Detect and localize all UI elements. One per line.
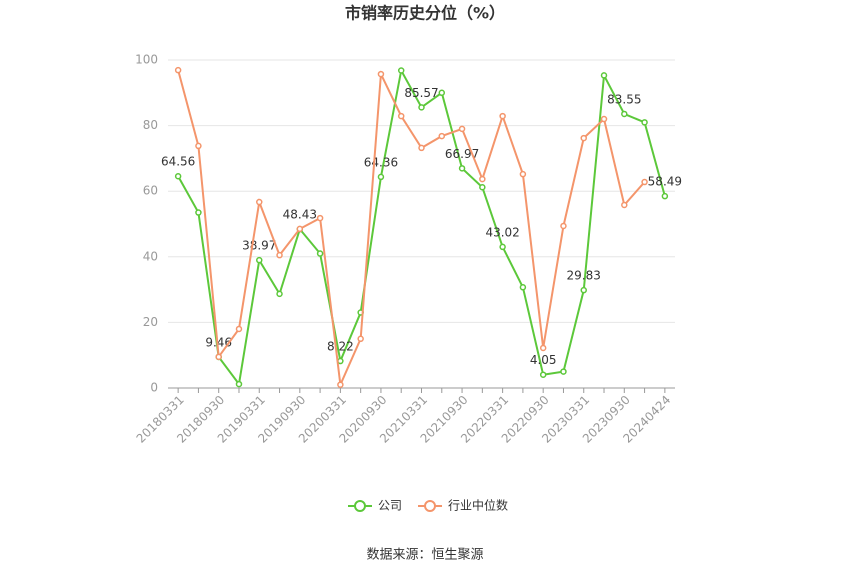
point [256, 198, 263, 206]
point [641, 178, 648, 186]
point [479, 175, 486, 183]
data-label: 83.55 [607, 92, 641, 106]
point [499, 112, 506, 120]
data-label: 64.36 [364, 155, 398, 169]
point [580, 286, 587, 294]
point [195, 209, 202, 216]
point [235, 380, 243, 388]
data-label: 4.05 [530, 353, 557, 367]
data-label: 58.49 [648, 175, 682, 189]
point [458, 125, 466, 133]
point [641, 119, 648, 126]
y-tick-label: 80 [143, 118, 158, 132]
chart-title: 市销率历史分位（%） [345, 4, 505, 23]
data-label: 48.43 [283, 208, 317, 222]
y-tick-label: 40 [143, 249, 158, 263]
point [357, 335, 364, 343]
point [397, 112, 405, 120]
legend-label: 公司 [378, 499, 402, 513]
data-label: 29.83 [567, 269, 601, 283]
data-label: 43.02 [485, 225, 519, 239]
y-tick-label: 0 [150, 381, 158, 395]
point [174, 172, 182, 180]
point [539, 344, 547, 352]
series-line [177, 69, 646, 389]
point [519, 284, 527, 291]
point [600, 115, 608, 123]
point [337, 381, 344, 388]
point [256, 256, 263, 264]
point [397, 67, 405, 74]
point [215, 353, 222, 361]
point [316, 250, 324, 257]
point [560, 368, 567, 375]
point [661, 192, 669, 200]
point [479, 184, 486, 191]
point [174, 66, 182, 74]
point [235, 325, 243, 333]
data-label: 8.22 [327, 340, 354, 354]
point [621, 110, 628, 118]
point [438, 132, 446, 140]
point [418, 104, 425, 111]
point [316, 214, 324, 222]
point [519, 170, 527, 178]
point [560, 222, 567, 230]
point [276, 251, 283, 259]
point [418, 144, 425, 152]
legend-icon [424, 500, 437, 512]
series-line [177, 67, 666, 387]
legend-icon [354, 500, 366, 512]
y-tick-label: 60 [143, 184, 158, 198]
y-tick-label: 20 [143, 315, 158, 329]
point [377, 173, 385, 181]
point [621, 201, 628, 209]
point [600, 72, 608, 79]
point [377, 70, 385, 78]
point [296, 225, 304, 233]
data-label: 85.57 [404, 86, 438, 100]
point [539, 371, 547, 378]
point [195, 142, 202, 150]
source-note: 数据来源：恒生聚源 [366, 548, 483, 563]
y-tick-label: 100 [135, 53, 158, 67]
point [276, 290, 283, 298]
point [499, 243, 506, 251]
data-label: 64.56 [161, 155, 195, 169]
data-label: 38.97 [242, 239, 276, 253]
legend-label: 行业中位数 [448, 498, 508, 513]
point [580, 134, 587, 142]
point [438, 89, 446, 97]
point [458, 165, 466, 172]
